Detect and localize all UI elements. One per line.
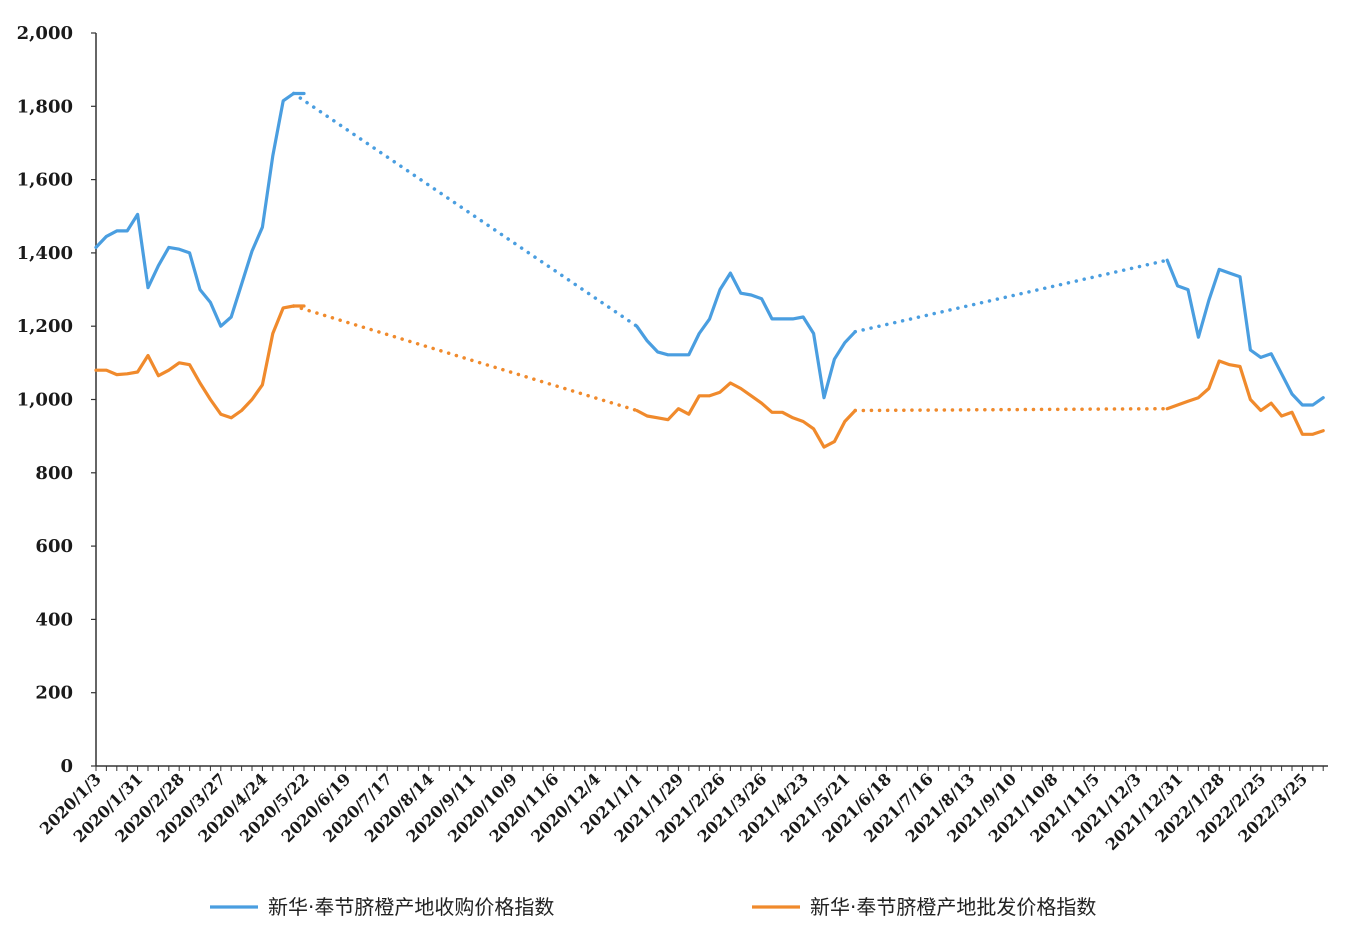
y-tick-label: 400 [35, 609, 73, 630]
series-1-dotted-line [291, 91, 639, 328]
series-2-dotted-line [291, 304, 639, 413]
legend: 新华·奉节脐橙产地收购价格指数 新华·奉节脐橙产地批发价格指数 [210, 895, 1096, 919]
legend-label: 新华·奉节脐橙产地批发价格指数 [810, 895, 1096, 919]
x-axis: 2020/1/32020/1/312020/2/282020/3/272020/… [36, 765, 1328, 854]
legend-label: 新华·奉节脐橙产地收购价格指数 [268, 895, 554, 919]
y-tick-label: 1,800 [17, 96, 73, 117]
y-tick-label: 200 [35, 683, 73, 704]
series-1-solid-line [635, 271, 857, 400]
y-tick-label: 1,600 [17, 170, 73, 191]
y-tick-label: 1,200 [17, 316, 73, 337]
series-2-solid-line [94, 304, 306, 420]
y-tick-label: 0 [60, 756, 73, 777]
y-tick-label: 2,000 [17, 23, 73, 44]
series-1-dotted-line [853, 258, 1169, 334]
y-tick-label: 600 [35, 536, 73, 557]
y-axis: 0 200 400 600 800 1,000 1,200 1,400 1,600 1,800 2,… [17, 23, 97, 777]
series-1-solid-line [1165, 258, 1325, 407]
series-1-solid-line [94, 91, 306, 328]
y-tick-label: 1,400 [17, 243, 73, 264]
y-tick-label: 1,000 [17, 390, 73, 411]
series-lines [94, 91, 1325, 449]
y-tick-label: 800 [35, 463, 73, 484]
series-2-dotted-line [853, 406, 1169, 413]
series-2-solid-line [1165, 359, 1325, 436]
series-2-solid-line [635, 381, 857, 449]
